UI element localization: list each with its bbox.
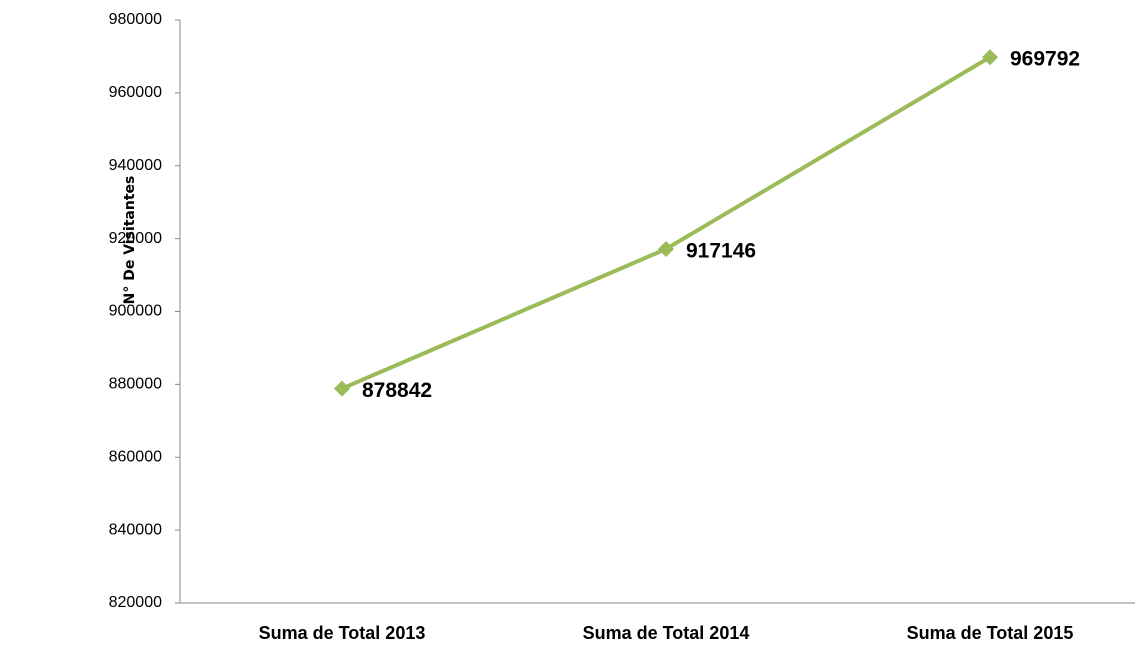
data-label: 969792 [1010, 48, 1080, 71]
y-axis-label: N° De Visitantes [122, 176, 138, 305]
line [341, 55, 992, 391]
y-tick-label: 980000 [109, 11, 162, 28]
data-label: 917146 [686, 240, 756, 263]
y-tick-label: 880000 [109, 376, 162, 393]
y-tick-label: 960000 [109, 84, 162, 101]
marker [658, 241, 674, 258]
data-label: 878842 [362, 379, 432, 402]
y-tick-label: 940000 [109, 157, 162, 174]
marker [334, 380, 350, 397]
x-tick-label: Suma de Total 2013 [259, 623, 426, 643]
y-tick-label: 920000 [109, 230, 162, 247]
x-tick-label: Suma de Total 2014 [583, 623, 750, 643]
y-tick-label: 900000 [109, 303, 162, 320]
y-tick-label: 820000 [109, 594, 162, 611]
x-tick-label: Suma de Total 2015 [907, 623, 1074, 643]
y-tick-label: 840000 [109, 521, 162, 538]
marker [982, 49, 998, 66]
y-tick-label: 860000 [109, 448, 162, 465]
